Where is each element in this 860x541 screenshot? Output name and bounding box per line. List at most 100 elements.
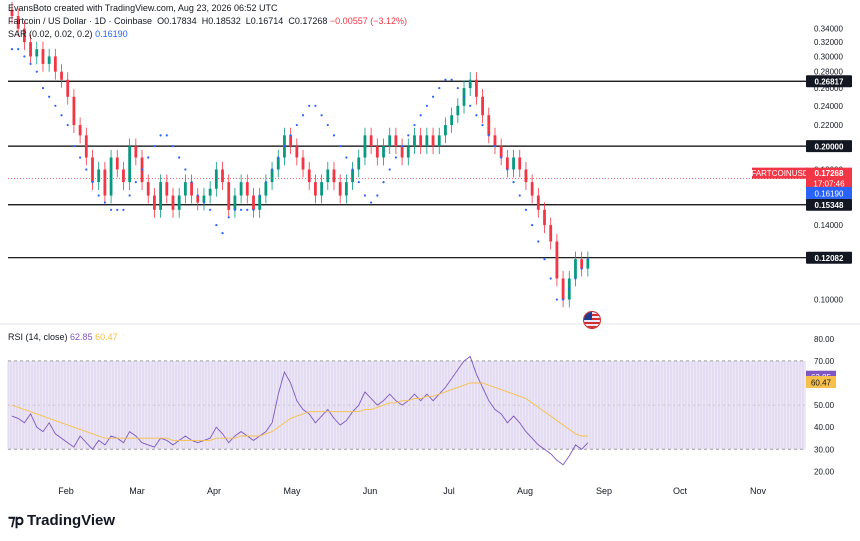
level-badge xyxy=(806,75,852,88)
sar-dot xyxy=(85,168,88,171)
sar-dot xyxy=(41,86,45,90)
sar-dot xyxy=(425,104,428,107)
us-flag-event-icon[interactable] xyxy=(583,311,601,329)
sar-dot xyxy=(363,194,367,197)
price-axis-tick: 0.28000 xyxy=(814,68,843,77)
sar-dot xyxy=(295,123,298,127)
candle-body xyxy=(295,146,299,158)
sar-dot xyxy=(289,134,292,137)
sar-dot xyxy=(196,194,199,197)
candle-body xyxy=(363,135,367,158)
sar-dot xyxy=(438,86,441,90)
sar-dot xyxy=(215,223,218,227)
rsi-axis-tick: 30.00 xyxy=(814,445,835,454)
sar-dot xyxy=(97,194,100,197)
candle-body xyxy=(159,182,163,210)
candle-body xyxy=(388,135,392,147)
candle-body xyxy=(326,169,330,183)
sar-dot xyxy=(314,104,317,107)
candle-body xyxy=(72,96,76,126)
candle-body xyxy=(270,169,274,183)
candle-body xyxy=(109,157,113,196)
candle-body xyxy=(468,79,472,89)
symbol-badge-label: FARTCOINUSD xyxy=(751,169,808,178)
sar-dot xyxy=(500,156,503,159)
candle-body xyxy=(47,56,51,64)
sar-dot xyxy=(462,95,466,98)
candle-body xyxy=(481,96,484,116)
symbol-title[interactable]: Fartcoin / US Dollar · 1D · Coinbase xyxy=(8,16,153,26)
rsi-axis-tick: 40.00 xyxy=(814,423,835,432)
level-badge-label: 0.20000 xyxy=(815,143,844,152)
sar-dot xyxy=(29,62,32,66)
candle-body xyxy=(239,182,243,196)
candle-body xyxy=(196,195,200,203)
candle-body xyxy=(499,146,503,158)
candle-body xyxy=(171,195,175,210)
candle-body xyxy=(444,125,447,136)
time-axis-tick: Apr xyxy=(207,486,221,496)
price-axis-tick: 0.26000 xyxy=(814,84,843,93)
candle-body xyxy=(505,157,509,170)
candle-body xyxy=(128,146,132,183)
level-badge-label: 0.15348 xyxy=(815,201,844,210)
sar-dot xyxy=(252,208,255,211)
sar-dot xyxy=(357,181,360,184)
candle-body xyxy=(134,146,138,158)
sar-dot xyxy=(233,208,237,211)
sar-dot xyxy=(326,123,329,127)
sar-dot xyxy=(469,104,472,107)
rsi-legend[interactable]: RSI (14, close) 62.85 60.47 xyxy=(8,332,118,342)
candle-body xyxy=(122,169,125,183)
sar-badge xyxy=(806,186,852,199)
sar-dot xyxy=(103,201,106,204)
level-badge xyxy=(806,140,852,153)
sar-dot xyxy=(128,194,131,197)
candle-body xyxy=(561,278,565,300)
price-axis-tick: 0.32000 xyxy=(814,38,843,47)
candle-body xyxy=(221,169,224,183)
ohlc-change: −0.00557 (−3.12%) xyxy=(329,16,407,26)
candle-body xyxy=(165,182,169,196)
sar-dot xyxy=(227,216,230,219)
price-axis-tick: 0.24000 xyxy=(814,102,843,111)
candle-body xyxy=(91,157,94,183)
candle-body xyxy=(10,9,14,17)
candle-countdown: 17:07:46 xyxy=(813,180,845,189)
candle-body xyxy=(549,225,553,242)
sar-dot xyxy=(66,123,69,127)
sar-dot xyxy=(159,134,162,137)
candle-body xyxy=(78,125,82,136)
price-badges-layer: 0.26817 0.20000 0.15348 0.12082 FARTCOINUSD 0… xyxy=(751,75,852,388)
price-axis-tick: 0.14000 xyxy=(814,221,843,230)
sar-dot xyxy=(537,240,540,243)
rsi-band-layer xyxy=(7,360,806,450)
symbol-badge[interactable] xyxy=(752,167,808,179)
candle-body xyxy=(382,146,385,158)
candle-body xyxy=(245,182,249,196)
candles-layer xyxy=(10,1,590,308)
rsi-axis-tick: 20.00 xyxy=(814,467,835,476)
candle-body xyxy=(320,182,323,196)
time-axis-tick: Nov xyxy=(750,486,767,496)
candle-body xyxy=(202,195,206,203)
sar-dot xyxy=(475,114,478,117)
sar-dot xyxy=(487,134,490,137)
sar-legend[interactable]: SAR (0.02, 0.02, 0.2) 0.16190 xyxy=(8,29,128,39)
ohlc-low: L0.16714 xyxy=(245,16,284,26)
candle-body xyxy=(233,195,237,210)
sar-dot xyxy=(48,95,51,98)
sar-dot xyxy=(586,258,589,261)
level-badge-label: 0.26817 xyxy=(815,78,844,87)
sar-dot xyxy=(543,258,546,261)
price-axis-tick: 0.22000 xyxy=(814,121,843,130)
sar-dots-layer xyxy=(10,48,589,301)
sar-dot xyxy=(240,208,243,211)
candle-body xyxy=(66,79,70,97)
price-axis-tick: 0.34000 xyxy=(814,25,843,34)
candle-body xyxy=(413,135,416,147)
rsi-line xyxy=(11,355,589,466)
level-badge xyxy=(806,251,852,264)
candle-body xyxy=(406,146,410,158)
